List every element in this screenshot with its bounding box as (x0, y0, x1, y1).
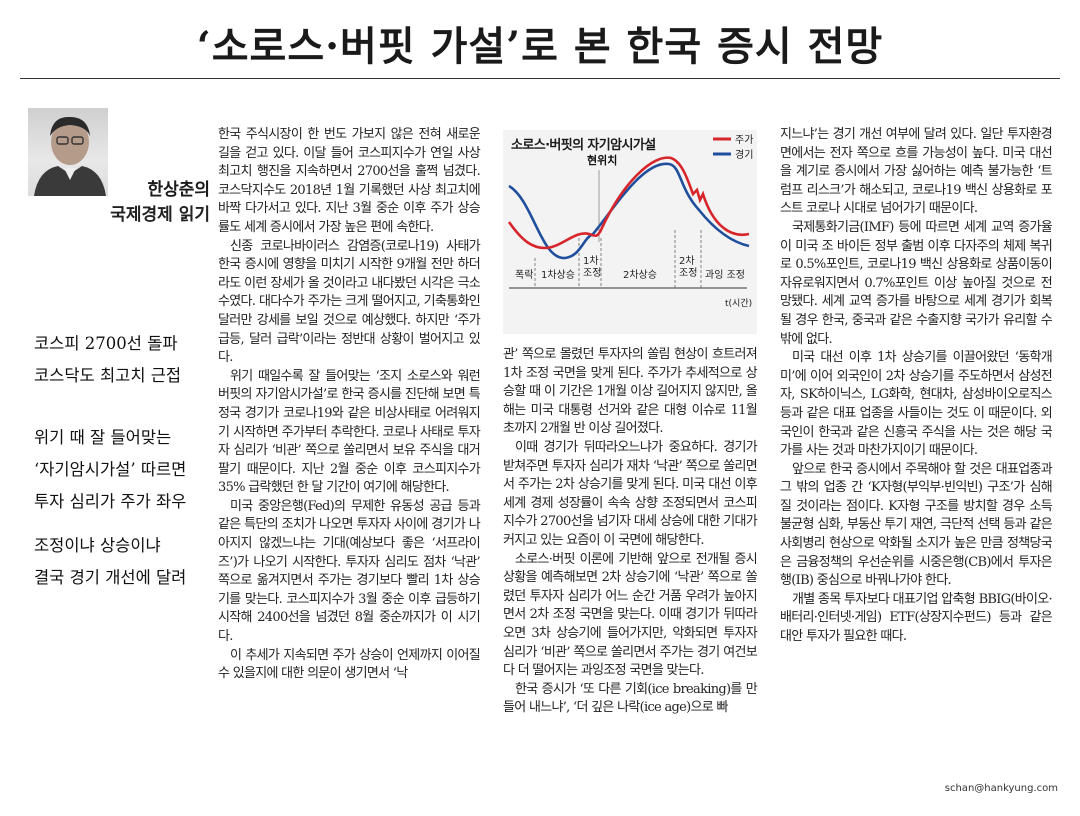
paragraph: 한국 증시가 ‘또 다른 기회(ice breaking)를 만들어 내느냐’,… (503, 681, 758, 716)
paragraph: 지느냐’는 경기 개선 여부에 달려 있다. 일단 투자환경 면에서는 전자 쪽… (780, 127, 1053, 217)
phase-second-correction: 2차 조정 (679, 255, 697, 279)
phase-first-rise: 1차상승 (541, 269, 575, 281)
paragraph: 이때 경기가 뒤따라오느냐가 중요하다. 경기가 받쳐주면 투자자 심리가 재차… (503, 439, 758, 548)
body-column-3: 관’ 쪽으로 몰렸던 투자자의 쏠림 현상이 흐트러져 1차 조정 국면을 맞게… (503, 346, 758, 718)
paragraph: 앞으로 한국 증시에서 주목해야 할 것은 대표업종과 그 밖의 업종 간 ‘K… (780, 461, 1053, 589)
column-name: 국제경제 읽기 (110, 205, 210, 225)
phase-overcorrection: 과잉 조정 (705, 269, 745, 281)
columnist-name: 한상춘의 (147, 180, 210, 200)
subhead-1: 코스피 2700선 돌파 코스닥도 최고치 근접 (34, 334, 182, 385)
paragraph: 관’ 쪽으로 몰렸던 투자자의 쏠림 현상이 흐트러져 1차 조정 국면을 맞게… (503, 347, 758, 437)
body-column-4: 지느냐’는 경기 개선 여부에 달려 있다. 일단 투자환경 면에서는 전자 쪽… (780, 126, 1053, 647)
byline: 한상춘의 국제경제 읽기 (110, 178, 210, 228)
headline-rule (20, 78, 1060, 79)
paragraph: 이 추세가 지속되면 주가 상승이 언제까지 이어질 수 있을지에 대한 의문이… (218, 647, 481, 682)
paragraph: 개별 종목 투자보다 대표기업 압축형 BBIG(바이오·배터리·인터넷·게임)… (780, 591, 1053, 645)
chart-title: 소로스·버핏의 자기암시가설 (511, 138, 656, 153)
paragraph: 위기 때일수록 잘 들어맞는 ‘조지 소로스와 워런 버핏의 자기암시가설’로 … (218, 368, 481, 496)
paragraph: 미국 중앙은행(Fed)의 무제한 유동성 공급 등과 같은 특단의 조치가 나… (218, 498, 481, 645)
phase-dividers (534, 230, 702, 288)
subhead-3: 조정이냐 상승이냐 결국 경기 개선에 달려 (34, 536, 187, 587)
columnist-photo (28, 108, 108, 196)
phase-second-rise: 2차상승 (623, 269, 657, 281)
paragraph: 소로스·버핏 이론에 기반해 앞으로 전개될 증시 상황을 예측해보면 2차 상… (503, 551, 758, 679)
paragraph: 미국 대선 이후 1차 상승기를 이끌어왔던 ‘동학개미’에 이어 외국인이 2… (780, 350, 1053, 459)
paragraph: 국제통화기금(IMF) 등에 따르면 세계 교역 증가율이 미국 조 바이든 정… (780, 219, 1053, 347)
subhead-2: 위기 때 잘 들어맞는 ‘자기암시가설’ 따르면 투자 심리가 주가 좌우 (34, 428, 187, 511)
legend-label-economy: 경기 (735, 148, 753, 161)
paragraph: 신종 코로나바이러스 감염증(코로나19) 사태가 한국 증시에 영향을 미치기… (218, 238, 481, 366)
x-axis-label: t(시간) (725, 298, 752, 309)
phase-first-correction: 1차 조정 (583, 255, 601, 279)
author-email: schan@hankyung.com (944, 783, 1058, 794)
current-position-label: 현위치 (587, 153, 617, 167)
price-curve (507, 156, 750, 250)
paragraph: 한국 주식시장이 한 번도 가보지 않은 전혀 새로운 길을 걷고 있다. 이달… (218, 127, 481, 235)
body-column-1: 한국 주식시장이 한 번도 가보지 않은 전혀 새로운 길을 걷고 있다. 이달… (218, 126, 481, 684)
phase-crash: 폭락 (515, 269, 533, 281)
legend-label-price: 주가 (735, 134, 753, 146)
economy-curve (508, 162, 750, 260)
headline: ‘소로스·버핏 가설’로 본 한국 증시 전망 (196, 23, 884, 70)
hypothesis-chart: 소로스·버핏의 자기암시가설 주가 경기 현위치 폭락 1차상승 1차 조정 2차… (503, 130, 757, 334)
